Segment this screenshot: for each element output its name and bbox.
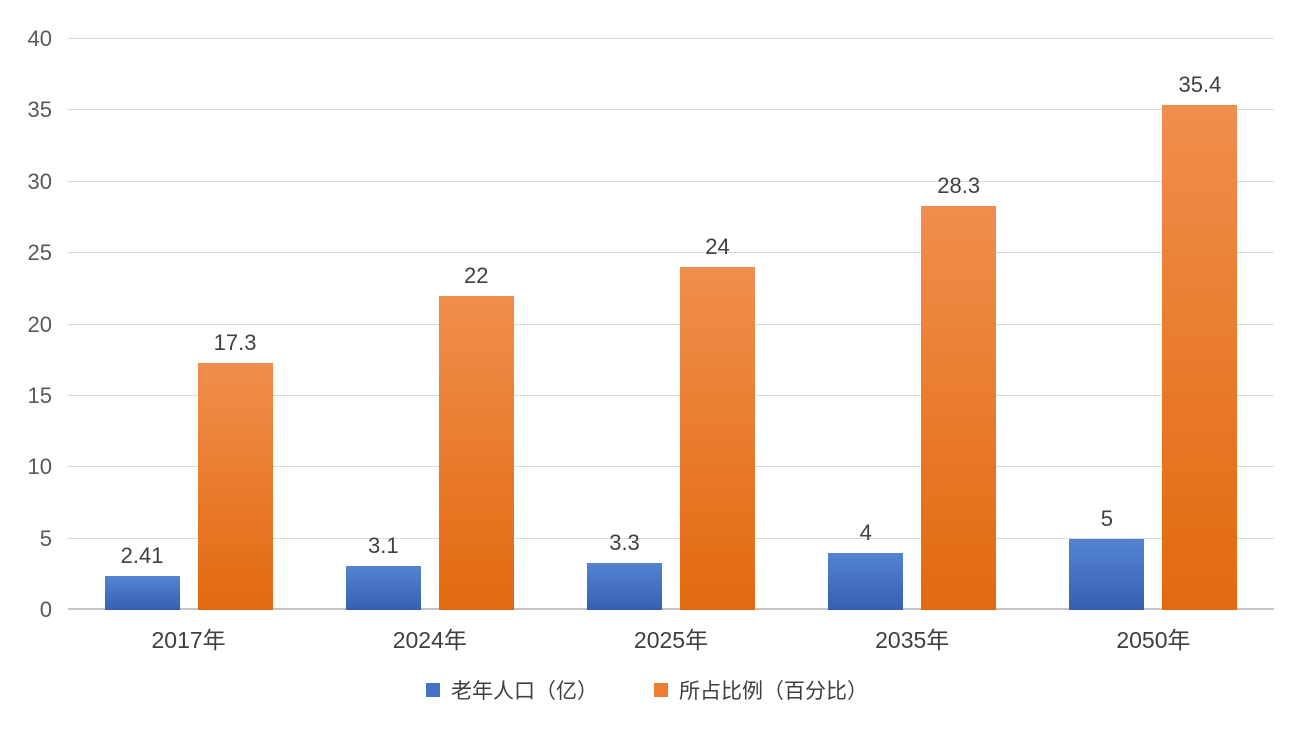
- bar-value-label: 17.3: [213, 330, 257, 356]
- y-tick-label: 10: [27, 454, 52, 480]
- bar-value-label: 4: [859, 519, 872, 545]
- bar-proportion: [197, 363, 273, 610]
- bar-group-2017: 2.41 17.3: [68, 39, 309, 610]
- gridline: [68, 252, 1274, 254]
- bar-groups: 2.41 17.3 3.1 22: [68, 39, 1274, 610]
- bar-wrap: 2.41: [104, 543, 180, 610]
- bar-elderly-population: [1069, 538, 1145, 610]
- x-tick-label: 2050年: [1116, 627, 1191, 653]
- legend-swatch-blue-icon: [426, 683, 440, 697]
- bar-value-label: 24: [705, 234, 730, 260]
- x-tick-label: 2017年: [151, 627, 226, 653]
- y-tick-label: 5: [39, 525, 52, 551]
- legend-label: 老年人口（亿）: [451, 680, 598, 703]
- bar-wrap: 17.3: [197, 330, 273, 610]
- y-tick-label: 0: [39, 597, 52, 622]
- gridline: [68, 38, 1274, 39]
- gridline: [68, 466, 1274, 468]
- bar-wrap: 5: [1069, 506, 1145, 610]
- bar-wrap: 4: [828, 520, 904, 610]
- plot-area: 2.41 17.3 3.1 22: [68, 38, 1274, 610]
- bar-value-label: 28.3: [937, 173, 981, 199]
- legend: 老年人口（亿） 所占比例（百分比）: [0, 674, 1294, 706]
- gridline: [68, 323, 1274, 325]
- bar-wrap: 22: [438, 263, 514, 610]
- bar-group-2050: 5 35.4: [1033, 39, 1274, 610]
- y-tick-label: 25: [27, 240, 52, 266]
- bar-wrap: 28.3: [921, 173, 997, 610]
- bar-proportion: [1162, 104, 1238, 610]
- legend-label: 所占比例（百分比）: [679, 680, 868, 703]
- bar-proportion: [438, 295, 514, 610]
- legend-item-elderly-population: 老年人口（亿）: [426, 675, 598, 705]
- bar-wrap: 35.4: [1162, 72, 1238, 610]
- bar-elderly-population: [345, 565, 421, 610]
- bar-elderly-population: [828, 552, 904, 610]
- y-tick-label: 35: [27, 97, 52, 123]
- legend-item-proportion: 所占比例（百分比）: [654, 675, 868, 705]
- y-tick-label: 40: [27, 26, 52, 51]
- y-tick-label: 30: [27, 168, 52, 194]
- x-axis-line: [68, 608, 1274, 610]
- y-tick-label: 20: [27, 311, 52, 337]
- gridline: [68, 180, 1274, 182]
- bar-group-2025: 3.3 24: [550, 39, 791, 610]
- bar-proportion: [921, 206, 997, 610]
- bar-wrap: 24: [680, 234, 755, 610]
- bar-value-label: 3.3: [609, 529, 640, 555]
- x-axis: 2017年 2024年 2025年 2035年 2050年: [68, 624, 1274, 656]
- legend-swatch-orange-icon: [654, 683, 668, 697]
- bar-wrap: 3.3: [587, 530, 662, 610]
- x-tick-label: 2024年: [392, 627, 467, 653]
- gridline: [68, 109, 1274, 111]
- bar-elderly-population: [587, 562, 662, 610]
- bar-elderly-population: [104, 575, 180, 610]
- gridline: [68, 537, 1274, 539]
- bar-wrap: 3.1: [345, 533, 421, 610]
- y-axis: 40 35 30 25 20 15 10 5 0: [0, 28, 52, 621]
- gridline: [68, 394, 1274, 396]
- bar-value-label: 5: [1100, 505, 1114, 531]
- bar-group-2035: 4 28.3: [792, 39, 1033, 610]
- x-tick-label: 2025年: [633, 627, 709, 653]
- bar-value-label: 2.41: [120, 542, 164, 568]
- bar-proportion: [680, 267, 755, 610]
- bar-value-label: 35.4: [1178, 71, 1222, 97]
- bar-value-label: 3.1: [368, 532, 399, 558]
- x-tick-label: 2035年: [875, 627, 950, 653]
- bar-value-label: 22: [464, 262, 489, 288]
- bar-group-2024: 3.1 22: [309, 39, 550, 610]
- y-tick-label: 15: [27, 382, 52, 408]
